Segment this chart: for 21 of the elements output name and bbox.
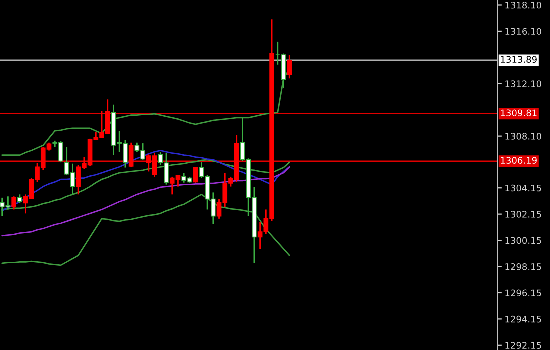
line-series — [2, 166, 290, 237]
candlestick — [158, 151, 164, 166]
ref-line-label: 1306.19 — [501, 157, 537, 164]
y-tick-label: 1294.15 — [506, 316, 542, 323]
candlestick — [193, 166, 198, 184]
y-tick-label: 1308.10 — [506, 133, 542, 140]
candlestick — [128, 142, 134, 168]
y-tick-label: 1312.10 — [506, 80, 542, 88]
y-tick-label: 1316.10 — [506, 28, 542, 36]
y-tick-label: 1300.15 — [506, 237, 542, 244]
candlestick — [12, 196, 16, 210]
ref-line-label: 1313.89 — [501, 56, 537, 64]
ref-line-label: 1309.81 — [501, 110, 537, 117]
y-tick-label: 1318.10 — [506, 2, 542, 9]
y-tick-label: 1298.15 — [506, 263, 542, 270]
candlestick — [164, 152, 169, 186]
candlestick — [287, 54, 292, 80]
y-tick-label: 1302.15 — [506, 211, 542, 218]
y-tick-label: 1292.15 — [506, 342, 542, 349]
y-tick-label: 1296.15 — [506, 290, 542, 297]
y-tick-label: 1304.15 — [506, 184, 542, 192]
